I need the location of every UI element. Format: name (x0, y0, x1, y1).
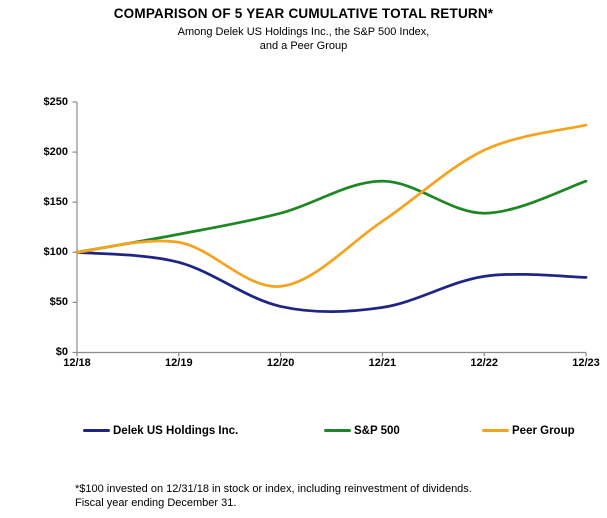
x-axis-tick-label: 12/22 (470, 357, 498, 369)
series-line-s-p-500 (75, 179, 588, 254)
y-axis-tick-label: $50 (49, 295, 68, 308)
y-axis-tick-label: $250 (43, 95, 68, 108)
legend-item: Delek US Holdings Inc. (83, 423, 238, 438)
legend-item: Peer Group (482, 423, 575, 438)
footnote: *$100 invested on 12/31/18 in stock or i… (75, 483, 472, 510)
chart-subtitle: Among Delek US Holdings Inc., the S&P 50… (0, 25, 607, 53)
y-axis-tick-label: $0 (55, 346, 68, 358)
legend-swatch-icon (482, 428, 509, 433)
footnote-line1: *$100 invested on 12/31/18 in stock or i… (75, 483, 472, 495)
x-axis-tick-label: 12/18 (63, 357, 91, 369)
chart-title: COMPARISON OF 5 YEAR CUMULATIVE TOTAL RE… (113, 6, 494, 21)
legend-item: S&P 500 (324, 423, 400, 438)
chart-subtitle-line1: Among Delek US Holdings Inc., the S&P 50… (177, 26, 430, 38)
legend-swatch-icon (324, 428, 351, 433)
legend-swatch-icon (83, 428, 110, 433)
legend-label: Peer Group (512, 424, 575, 437)
y-axis-tick-label: $200 (43, 145, 68, 158)
chart-subtitle-line2: and a Peer Group (259, 40, 348, 52)
y-axis-tick-label: $150 (43, 195, 68, 208)
x-axis-tick-label: 12/20 (266, 357, 295, 369)
y-axis-tick-label: $100 (43, 245, 68, 258)
series-line-peer-group (75, 123, 588, 288)
series-line-delek-us-holdings-inc- (75, 250, 588, 313)
legend-label: Delek US Holdings Inc. (113, 424, 239, 437)
footnote-line2: Fiscal year ending December 31. (75, 496, 237, 509)
x-axis-tick-label: 12/19 (165, 357, 193, 369)
legend-label: S&P 500 (354, 424, 400, 437)
x-axis-tick-label: 12/21 (368, 357, 397, 369)
x-axis-tick-label: 12/23 (572, 357, 600, 369)
